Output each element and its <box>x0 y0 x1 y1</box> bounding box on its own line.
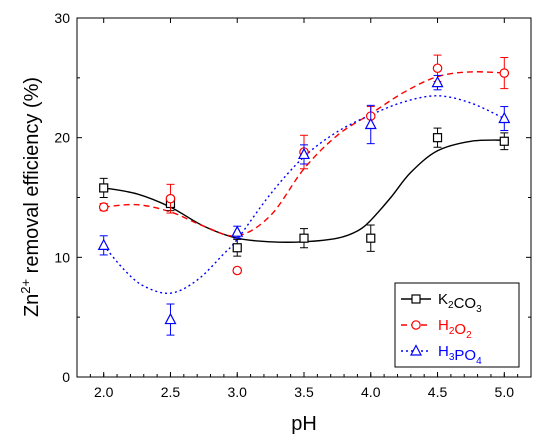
series-2-point <box>231 225 244 237</box>
series-0-fit-line <box>103 139 505 243</box>
x-tick-label: 3.0 <box>228 384 248 400</box>
legend-marker-2 <box>410 344 422 356</box>
series-1-point <box>232 265 243 276</box>
legend-label-part: PO <box>454 347 476 364</box>
series-2-point <box>364 117 377 130</box>
y-tick-label: 20 <box>54 130 70 146</box>
legend-label-part: 2 <box>449 326 455 337</box>
y-tick-label: 0 <box>62 369 70 385</box>
series-2-point <box>97 238 110 250</box>
series-1-point <box>432 63 443 74</box>
legend-label-part: K <box>438 291 448 308</box>
legend-label-part: 4 <box>476 356 482 367</box>
x-axis-label: pH <box>291 413 317 435</box>
x-tick-label: 5.0 <box>495 384 515 400</box>
series-1-point <box>98 202 109 212</box>
series-2-fit-line <box>103 95 505 295</box>
y-axis-label-suffix: removal efficiency (%) <box>21 77 43 279</box>
series-0-point <box>432 133 443 143</box>
y-axis-label-sup: 2+ <box>18 279 33 294</box>
series-0-point <box>299 233 309 243</box>
x-tick-label: 2.0 <box>94 384 114 400</box>
series-0-point <box>499 136 509 146</box>
y-axis-label: Zn2+ removal efficiency (%) <box>18 77 43 317</box>
legend-label-part: 3 <box>476 304 482 315</box>
series-2-point <box>431 75 444 88</box>
y-tick-label: 30 <box>54 10 70 26</box>
series-0-point <box>366 233 376 243</box>
series-1-point <box>165 193 176 204</box>
series-0-point <box>99 183 109 193</box>
legend-label-0: K2CO3 <box>438 291 482 315</box>
fit-curves <box>103 71 505 295</box>
x-tick-label: 4.5 <box>428 384 448 400</box>
legend-label-part: O <box>454 321 466 338</box>
legend-marker-0 <box>411 294 421 304</box>
legend-label-part: 2 <box>448 300 454 311</box>
series-2-point <box>498 111 511 124</box>
series-2-point <box>164 312 177 325</box>
legend-marker-1 <box>411 320 421 330</box>
x-tick-label: 4.0 <box>361 384 381 400</box>
y-tick-label: 10 <box>54 249 70 265</box>
legend-label-part: 3 <box>449 352 455 363</box>
legend-label-part: H <box>438 343 449 360</box>
data-points <box>97 54 511 336</box>
series-0-point <box>232 243 242 253</box>
series-1-point <box>499 68 510 78</box>
legend-label-part: CO <box>454 295 477 312</box>
legend-label-2: H3PO4 <box>438 343 482 367</box>
series-2-point <box>298 147 310 160</box>
y-axis-label-prefix: Zn <box>21 294 43 317</box>
x-tick-label: 3.5 <box>294 384 314 400</box>
legend-label-part: H <box>438 317 449 334</box>
legend-label-1: H2O2 <box>438 317 472 341</box>
legend-label-part: 2 <box>466 330 472 341</box>
x-tick-label: 2.5 <box>161 384 181 400</box>
axis-ticks: 2.0 2.5 3.0 3.5 4.0 4.5 5.0 0 10 20 30 <box>54 10 532 400</box>
